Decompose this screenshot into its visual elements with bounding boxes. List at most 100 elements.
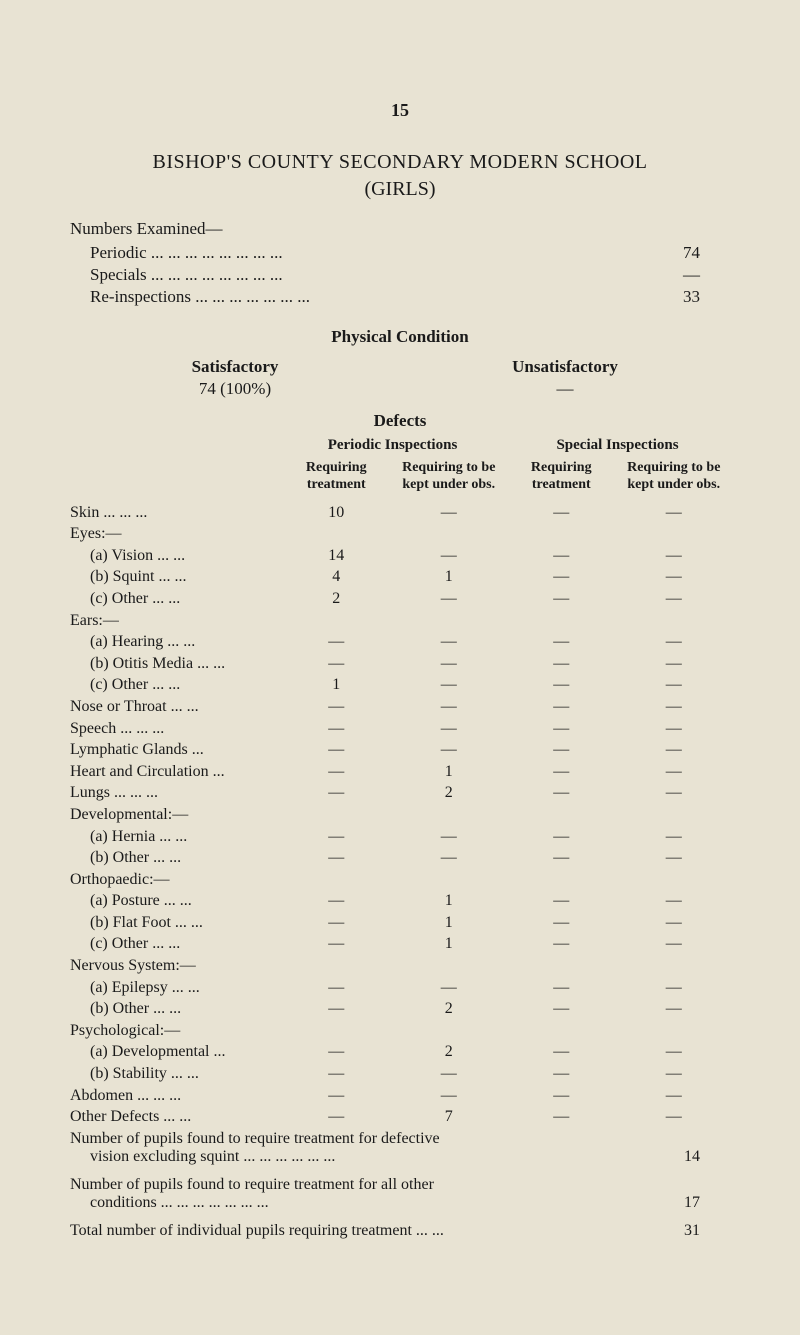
data-cell: — — [618, 631, 731, 653]
row-label: (b) Other ... ... — [70, 847, 280, 869]
data-cell: — — [505, 1041, 618, 1063]
table-row: (a) Vision ... ...14——— — [70, 545, 730, 567]
table-row: (b) Other ... ...———— — [70, 847, 730, 869]
data-cell: — — [505, 739, 618, 761]
data-cell: — — [505, 1063, 618, 1085]
row-label: (b) Otitis Media ... ... — [70, 653, 280, 675]
table-row: (c) Other ... ...—1—— — [70, 933, 730, 955]
table-row: (a) Epilepsy ... ...———— — [70, 977, 730, 999]
page-number: 15 — [70, 100, 730, 121]
data-cell: — — [393, 1063, 506, 1085]
data-cell: 1 — [393, 566, 506, 588]
summary-cont-2: conditions ... ... ... ... ... ... ... 1… — [70, 1194, 730, 1212]
data-cell: — — [393, 696, 506, 718]
table-row: Heart and Circulation ...—1—— — [70, 761, 730, 783]
data-cell: — — [393, 718, 506, 740]
data-cell: — — [280, 933, 393, 955]
row-label: Developmental:— — [70, 804, 280, 826]
summary-line-3: Total number of individual pupils requir… — [70, 1222, 730, 1240]
data-cell: — — [505, 933, 618, 955]
data-cell: — — [280, 1085, 393, 1107]
data-cell: — — [280, 718, 393, 740]
data-cell: — — [505, 674, 618, 696]
table-row: (a) Posture ... ...—1—— — [70, 890, 730, 912]
data-cell: — — [618, 1063, 731, 1085]
row-label: (a) Vision ... ... — [70, 545, 280, 567]
data-cell: — — [505, 631, 618, 653]
row-label: Other Defects ... ... — [70, 1106, 280, 1128]
data-cell — [618, 869, 731, 891]
data-cell: — — [505, 588, 618, 610]
data-cell: — — [280, 912, 393, 934]
table-row: (a) Hearing ... ...———— — [70, 631, 730, 653]
data-cell — [280, 804, 393, 826]
summary-cont-label: vision excluding squint ... ... ... ... … — [70, 1148, 470, 1166]
data-cell: — — [393, 588, 506, 610]
table-row: Nose or Throat ... ...———— — [70, 696, 730, 718]
data-cell: — — [618, 782, 731, 804]
data-cell: 1 — [393, 761, 506, 783]
exam-label: Periodic ... ... ... ... ... ... ... ... — [70, 243, 470, 263]
exam-row-reinspections: Re-inspections ... ... ... ... ... ... .… — [70, 287, 730, 307]
row-label: Nose or Throat ... ... — [70, 696, 280, 718]
table-row: (b) Flat Foot ... ...—1—— — [70, 912, 730, 934]
data-cell: — — [505, 1085, 618, 1107]
data-cell: — — [618, 912, 731, 934]
data-cell: — — [618, 1041, 731, 1063]
data-cell — [505, 955, 618, 977]
data-cell: — — [393, 545, 506, 567]
data-cell: — — [618, 739, 731, 761]
row-label: Psychological:— — [70, 1020, 280, 1042]
data-cell: 2 — [393, 998, 506, 1020]
data-cell: — — [505, 545, 618, 567]
row-label: (c) Other ... ... — [70, 588, 280, 610]
data-cell: — — [505, 718, 618, 740]
row-label: Nervous System:— — [70, 955, 280, 977]
data-cell — [618, 610, 731, 632]
data-cell — [618, 523, 731, 545]
exam-value: 33 — [470, 287, 700, 307]
table-row: (a) Hernia ... ...———— — [70, 826, 730, 848]
row-label: (c) Other ... ... — [70, 933, 280, 955]
table-row: (b) Other ... ...—2—— — [70, 998, 730, 1020]
sub-col-1: Requiring treatment — [280, 460, 393, 494]
data-cell: — — [618, 847, 731, 869]
table-row: (b) Squint ... ...41—— — [70, 566, 730, 588]
data-cell — [393, 523, 506, 545]
table-row: Psychological:— — [70, 1020, 730, 1042]
physical-condition-header: Physical Condition — [70, 327, 730, 347]
data-cell: — — [505, 761, 618, 783]
data-cell: — — [280, 1041, 393, 1063]
table-row: (b) Otitis Media ... ...———— — [70, 653, 730, 675]
exam-row-periodic: Periodic ... ... ... ... ... ... ... ...… — [70, 243, 730, 263]
exam-row-specials: Specials ... ... ... ... ... ... ... ...… — [70, 265, 730, 285]
row-label: (a) Hernia ... ... — [70, 826, 280, 848]
table-row: Nervous System:— — [70, 955, 730, 977]
data-cell: — — [505, 912, 618, 934]
data-cell: 1 — [393, 890, 506, 912]
data-cell — [505, 1020, 618, 1042]
table-row: Speech ... ... ...———— — [70, 718, 730, 740]
data-cell: — — [393, 977, 506, 999]
row-label: (a) Posture ... ... — [70, 890, 280, 912]
exam-label: Re-inspections ... ... ... ... ... ... .… — [70, 287, 470, 307]
data-cell — [505, 869, 618, 891]
data-cell — [393, 955, 506, 977]
table-row: (c) Other ... ...2——— — [70, 588, 730, 610]
table-row: Lymphatic Glands ...———— — [70, 739, 730, 761]
data-cell: — — [618, 977, 731, 999]
data-cell — [393, 1020, 506, 1042]
data-cell: — — [393, 502, 506, 524]
summary-line-1: Number of pupils found to require treatm… — [70, 1130, 730, 1148]
row-label: Ears:— — [70, 610, 280, 632]
numbers-examined-label: Numbers Examined— — [70, 219, 730, 239]
row-label: Skin ... ... ... — [70, 502, 280, 524]
data-cell: 1 — [393, 912, 506, 934]
table-row: (a) Developmental ...—2—— — [70, 1041, 730, 1063]
unsatisfactory-value: — — [400, 379, 730, 399]
data-cell: — — [280, 1106, 393, 1128]
exam-label: Specials ... ... ... ... ... ... ... ... — [70, 265, 470, 285]
data-cell: — — [505, 1106, 618, 1128]
table-row: Abdomen ... ... ...———— — [70, 1085, 730, 1107]
periodic-header: Periodic Inspections — [280, 437, 505, 454]
